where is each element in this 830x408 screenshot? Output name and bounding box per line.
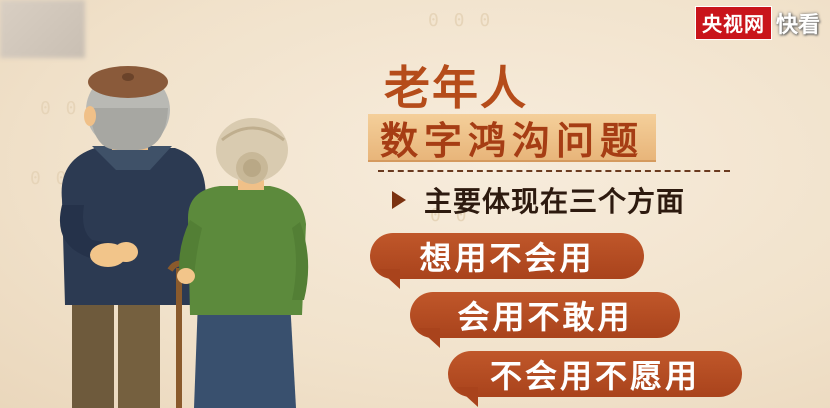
elderly-couple-illustration	[59, 66, 309, 408]
subtitle-text: 主要体现在三个方面	[424, 185, 686, 218]
point-text: 会用不敢用	[457, 298, 633, 336]
speech-tail-icon	[418, 328, 440, 348]
point-bubble: 想用不会用	[370, 233, 644, 289]
point-bubble: 会用不敢用	[410, 292, 680, 348]
speech-tail-icon	[378, 269, 400, 289]
logo-main-text: 央视网	[694, 6, 772, 40]
dashed-divider	[378, 170, 730, 172]
logo-sub-text: 快看	[775, 13, 820, 38]
elderly-man-figure	[59, 66, 206, 408]
background-decoration: 0 0	[30, 168, 69, 189]
speech-tail-icon	[456, 387, 478, 407]
background-decoration: 0 0	[40, 98, 79, 119]
point-bubble: 不会用不愿用	[448, 351, 742, 407]
background-decoration: 0 0	[430, 205, 469, 226]
point-text: 想用不会用	[419, 239, 595, 277]
background-decoration: 0 0 0	[428, 10, 493, 31]
play-triangle-icon	[392, 191, 406, 209]
elderly-woman-figure	[167, 118, 309, 408]
main-title: 老年人	[384, 61, 528, 115]
point-text: 不会用不愿用	[489, 357, 700, 395]
subtitle-row: 主要体现在三个方面	[392, 180, 685, 220]
blurred-overlay	[0, 0, 85, 58]
topic-banner: 数字鸿沟问题	[368, 114, 657, 163]
cctv-watermark-logo: 央视网 快看	[694, 6, 820, 40]
